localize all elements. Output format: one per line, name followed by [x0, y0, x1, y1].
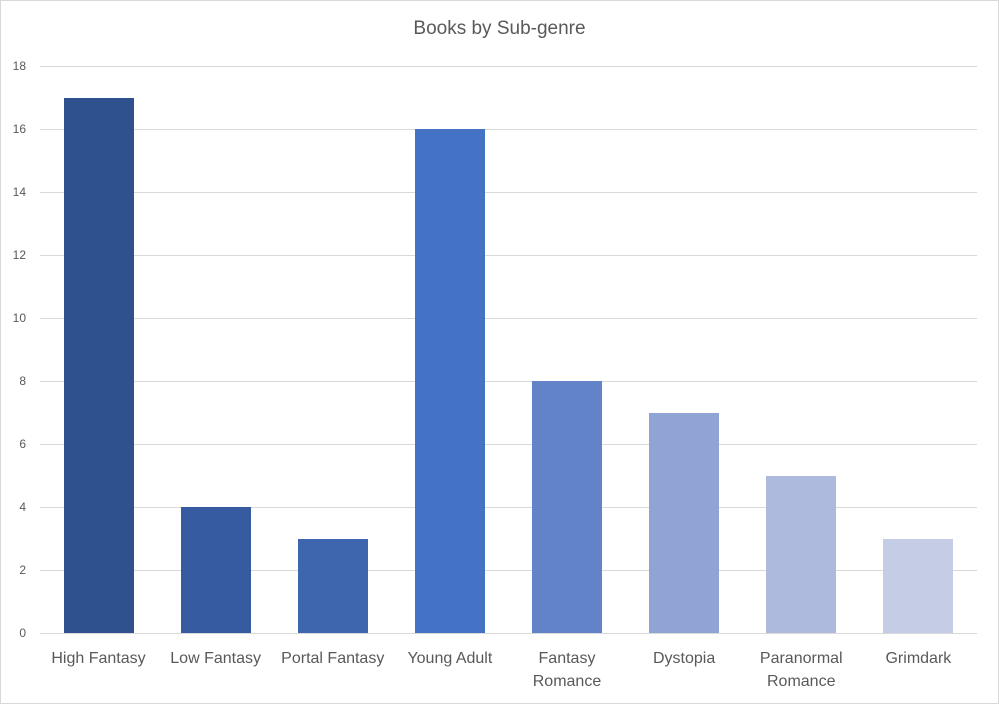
- bar[interactable]: [766, 475, 837, 633]
- gridline: [40, 507, 977, 508]
- bar[interactable]: [63, 97, 134, 633]
- x-tick-label: Dystopia: [653, 650, 716, 667]
- gridline: [40, 444, 977, 445]
- gridline: [40, 255, 977, 256]
- y-tick-label: 0: [19, 626, 26, 640]
- x-tick-label: Young Adult: [407, 650, 493, 667]
- bar[interactable]: [297, 538, 368, 633]
- x-tick-label: Fantasy Romance: [532, 650, 602, 690]
- x-tick-label: Paranormal Romance: [759, 650, 843, 690]
- bar[interactable]: [649, 412, 720, 633]
- gridline: [40, 318, 977, 319]
- y-tick-label: 6: [19, 437, 26, 451]
- y-tick-label: 8: [19, 374, 26, 388]
- gridline: [40, 570, 977, 571]
- gridline: [40, 129, 977, 130]
- gridline: [40, 633, 977, 634]
- bar[interactable]: [180, 507, 251, 633]
- gridline: [40, 192, 977, 193]
- bar[interactable]: [883, 538, 954, 633]
- plot-area: [40, 66, 977, 634]
- y-tick-label: 14: [12, 185, 26, 199]
- chart-title: Books by Sub-genre: [413, 18, 586, 39]
- x-tick-label: High Fantasy: [51, 650, 146, 667]
- y-tick-label: 10: [12, 311, 26, 325]
- y-tick-label: 4: [19, 500, 26, 514]
- y-tick-label: 18: [12, 59, 26, 73]
- x-tick-label: Low Fantasy: [170, 650, 261, 667]
- x-tick-label: Portal Fantasy: [281, 650, 385, 667]
- gridline: [40, 66, 977, 67]
- x-tick-label: Grimdark: [885, 650, 952, 667]
- y-tick-label: 2: [19, 563, 26, 577]
- y-tick-label: 12: [12, 248, 26, 262]
- bar[interactable]: [532, 381, 603, 633]
- y-tick-label: 16: [12, 122, 26, 136]
- bar[interactable]: [414, 129, 485, 633]
- gridline: [40, 381, 977, 382]
